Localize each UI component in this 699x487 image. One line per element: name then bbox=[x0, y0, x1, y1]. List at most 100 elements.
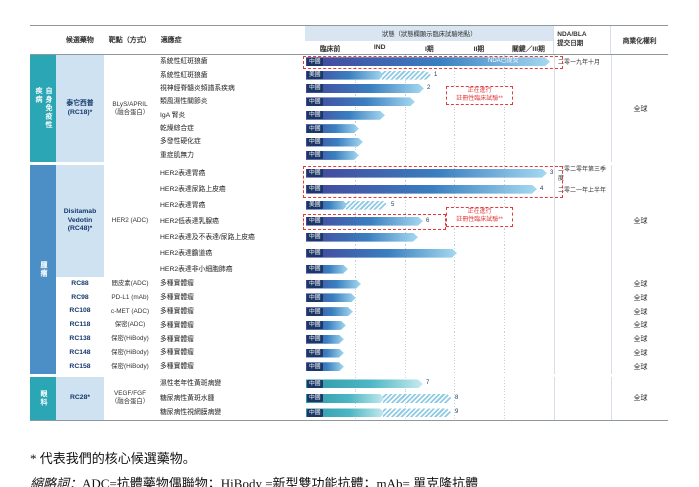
progress-bar bbox=[306, 293, 356, 302]
candidate-target: 間皮素(ADC) bbox=[111, 280, 149, 288]
pipeline-section: 腫瘤 Disitamab Vedotin (RC48)* HER2 (ADC) HER… bbox=[30, 165, 668, 374]
candidate-block: RC118 保密(ADC) 多種實體瘤 中國 全球 bbox=[56, 318, 669, 333]
phase-header-pivotal: 關鍵／III期 bbox=[512, 45, 545, 53]
pipeline-table: 候選藥物 靶點（方式） 適應症 狀態（狀態欄顯示臨床試驗地點） 臨床前 IND … bbox=[30, 25, 669, 422]
phase-track: 中國 bbox=[306, 108, 554, 122]
nda-date bbox=[554, 346, 611, 360]
pipeline-body: 自身免疫性 疾病 泰它西普 (RC18)* BLyS/APRIL （融合蛋白） 系統性… bbox=[30, 55, 669, 422]
footnote-marker: 3 bbox=[550, 169, 554, 176]
region-badge: 中國 bbox=[307, 335, 323, 344]
pipeline-row: IgA 腎炎 中國 bbox=[156, 108, 611, 122]
pipeline-row: 濕性老年性黃斑病變 7 中國 bbox=[156, 376, 611, 392]
nda-date bbox=[554, 229, 611, 246]
pipeline-row: HER2表達胃癌 3 中國 二零二零年第三季度 bbox=[156, 165, 611, 182]
planned-bar bbox=[346, 201, 388, 210]
phase-headers: 臨床前 IND I期 II期 關鍵／III期 bbox=[305, 41, 553, 54]
pipeline-row: 類風濕性關節炎 中國 bbox=[156, 95, 611, 109]
candidate-name: RC148 bbox=[69, 348, 91, 356]
commercial-rights: 全球 bbox=[611, 318, 669, 333]
indication-label: HER2表達尿路上皮癌 bbox=[160, 185, 226, 193]
nda-date bbox=[554, 213, 611, 230]
indication-label: IgA 腎炎 bbox=[160, 111, 186, 119]
bar-track: 8 中國 bbox=[306, 394, 554, 403]
pipeline-row: HER2低表達乳腺癌 6 中國 bbox=[156, 213, 611, 230]
candidate-name: RC108 bbox=[69, 307, 91, 315]
bar-track: 中國 bbox=[306, 111, 554, 120]
group-column-header bbox=[30, 26, 56, 54]
candidate-target: 保密(HiBody) bbox=[111, 349, 149, 356]
candidate-target: 保密(HiBody) bbox=[111, 362, 149, 370]
indication-rows: 多種實體瘤 中國 bbox=[156, 359, 611, 374]
core-candidate-footnote: * 代表我們的核心候選藥物。 bbox=[30, 451, 196, 466]
candidate-target: c-MET (ADC) bbox=[110, 307, 150, 315]
indication-label: 系統性紅斑狼瘡 bbox=[160, 58, 208, 66]
planned-bar bbox=[383, 394, 452, 403]
pipeline-row: 系統性紅斑狼瘡 NDA已提交 中國 二零一九年十月 bbox=[156, 55, 611, 69]
bar-track: 中國 bbox=[306, 138, 554, 147]
col-header-indication: 適應症 bbox=[160, 37, 182, 44]
candidate-target: BLyS/APRIL （融合蛋白） bbox=[110, 100, 150, 116]
candidate-block: 泰它西普 (RC18)* BLyS/APRIL （融合蛋白） 系統性紅斑狼瘡 NDA已… bbox=[56, 55, 669, 163]
indication-label: 乾燥綜合症 bbox=[160, 125, 194, 133]
candidate-name: Disitamab Vedotin (RC48)* bbox=[56, 165, 104, 278]
region-badge: 中國 bbox=[307, 138, 323, 147]
region-badge: 中國 bbox=[307, 97, 323, 106]
indication-label: 糖尿病性視網膜病變 bbox=[160, 409, 222, 417]
progress-bar bbox=[306, 265, 348, 274]
region-badge: 中國 bbox=[307, 321, 323, 330]
bar-track: 中國 bbox=[306, 97, 554, 106]
phase-track: 中國 bbox=[306, 245, 554, 262]
phase-track: 中國 bbox=[306, 261, 554, 278]
progress-bar bbox=[306, 321, 346, 330]
pipeline-section: 眼科 RC28* VEGF/FGF （融合蛋白） 濕性老年性黃斑病變 7 中國 糖尿病性黃斑… bbox=[30, 376, 668, 421]
abbreviations-footnote: 縮略詞：ADC=抗體藥物偶聯物；HiBody =新型雙功能抗體；mAb= 單克隆… bbox=[30, 473, 478, 487]
col-header-commercial-rights: 商業化權利 bbox=[610, 26, 668, 54]
commercial-rights: 全球 bbox=[611, 332, 669, 347]
region-badge: 中國 bbox=[307, 349, 323, 357]
candidate-name: RC138 bbox=[69, 334, 91, 342]
status-column-group: 狀態（狀態欄顯示臨床試驗地點） 臨床前 IND I期 II期 關鍵／III期 bbox=[305, 26, 554, 54]
pipeline-row: HER2表達尿路上皮癌 4 中國 二零二一年上半年 bbox=[156, 181, 611, 198]
indication-rows: HER2表達胃癌 3 中國 二零二零年第三季度 HER2表達尿路上皮癌 4 中國 二零二一年上… bbox=[156, 165, 611, 278]
region-badge: 美國 bbox=[307, 201, 323, 210]
indication-label: 多種實體瘤 bbox=[160, 363, 194, 371]
candidate-block: RC138 保密(HiBody) 多種實體瘤 中國 全球 bbox=[56, 332, 669, 347]
phase-track: NDA已提交 中國 bbox=[306, 55, 554, 69]
commercial-rights: 全球 bbox=[611, 55, 669, 163]
nda-date bbox=[554, 290, 611, 305]
indication-rows: 多種實體瘤 中國 bbox=[156, 277, 611, 291]
phase-header-ind: IND bbox=[373, 44, 386, 51]
section-rows: 泰它西普 (RC18)* BLyS/APRIL （融合蛋白） 系統性紅斑狼瘡 NDA已… bbox=[56, 55, 669, 163]
footnote-marker: 6 bbox=[426, 217, 430, 224]
pipeline-row: 視神經脊髓炎頻譜系疾病 2 中國 bbox=[156, 81, 611, 96]
region-badge: 中國 bbox=[307, 280, 323, 289]
planned-bar bbox=[383, 408, 452, 417]
nda-date bbox=[554, 304, 611, 319]
progress-bar bbox=[306, 71, 384, 80]
nda-date bbox=[554, 81, 611, 96]
indication-label: HER2低表達乳腺癌 bbox=[160, 217, 219, 225]
commercial-rights: 全球 bbox=[611, 304, 669, 319]
nda-date: 二零二一年上半年 bbox=[554, 181, 611, 198]
indication-label: 視神經脊髓炎頻譜系疾病 bbox=[160, 84, 235, 92]
bar-track: 中國 bbox=[306, 151, 554, 160]
bar-track: 中國 bbox=[306, 293, 554, 302]
pipeline-row: 多種實體瘤 中國 bbox=[156, 277, 611, 291]
progress-bar bbox=[306, 111, 385, 120]
candidate-block: RC148 保密(HiBody) 多種實體瘤 中國 全球 bbox=[56, 346, 669, 360]
commercial-rights: 全球 bbox=[611, 346, 669, 360]
region-badge: 中國 bbox=[307, 57, 323, 66]
progress-bar bbox=[306, 169, 547, 178]
candidate-block: Disitamab Vedotin (RC48)* HER2 (ADC) HER2表… bbox=[56, 165, 669, 278]
pipeline-row: 多發性硬化症 中國 bbox=[156, 135, 611, 149]
candidate-block: RC98 PD-L1 (mAb) 多種實體瘤 中國 全球 bbox=[56, 290, 669, 305]
bar-status-label: NDA已提交 bbox=[488, 58, 519, 65]
phase-track: 中國 bbox=[306, 318, 554, 333]
indication-label: 系統性紅斑狼瘡 bbox=[160, 71, 208, 79]
progress-bar bbox=[306, 185, 537, 194]
progress-bar bbox=[306, 97, 415, 106]
group-label: 眼科 bbox=[30, 376, 56, 421]
indication-label: 多種實體瘤 bbox=[160, 308, 194, 316]
nda-date bbox=[554, 108, 611, 122]
phase-track: 2 中國 bbox=[306, 81, 554, 96]
